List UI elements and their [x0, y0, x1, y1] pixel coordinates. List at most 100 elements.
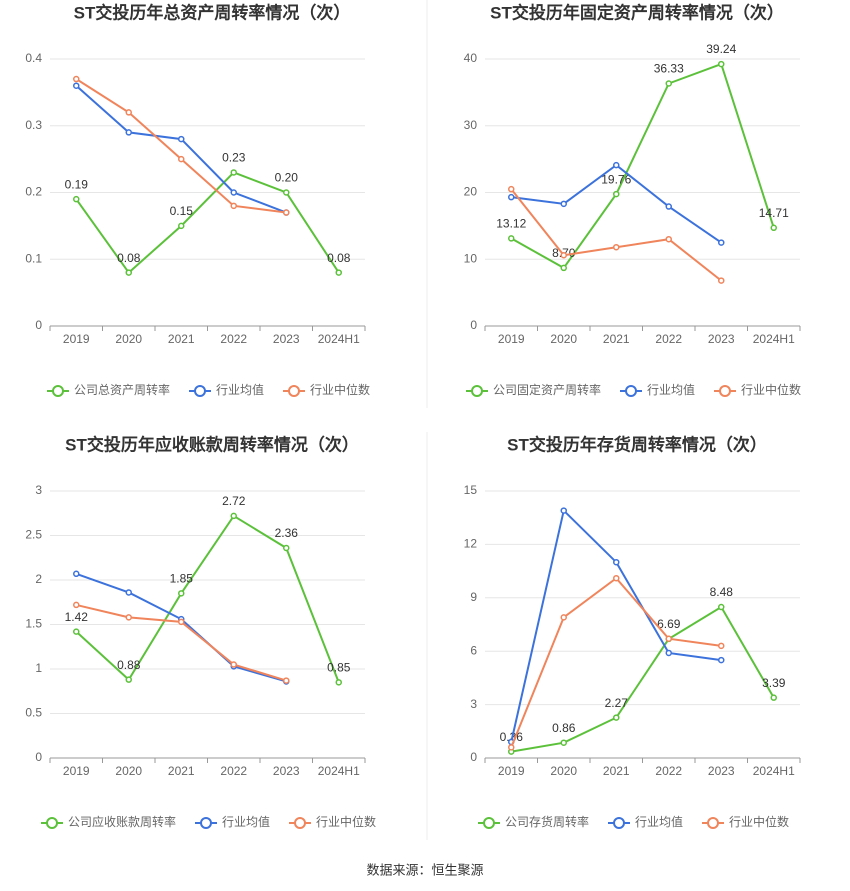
data-point	[283, 544, 290, 552]
data-point	[560, 739, 567, 746]
y-tick-label: 9	[470, 590, 477, 604]
data-label: 8.48	[710, 585, 734, 599]
data-point	[178, 590, 185, 597]
data-point	[125, 269, 132, 276]
x-tick-label: 2024H1	[318, 332, 360, 346]
data-point	[508, 185, 515, 193]
y-tick-label: 20	[464, 185, 478, 199]
legend-marker	[46, 817, 58, 829]
data-point	[718, 656, 725, 664]
legend-label: 公司总资产周转率	[74, 382, 170, 397]
data-point	[230, 202, 237, 210]
legend-marker	[288, 385, 300, 397]
legend-label: 公司存货周转率	[505, 814, 589, 829]
series-line	[75, 84, 287, 214]
chart-title: ST交投历年固定资产周转率情况（次）	[490, 2, 784, 22]
legend-label: 行业中位数	[310, 382, 370, 397]
data-point	[560, 251, 567, 259]
x-tick-label: 2023	[273, 764, 300, 778]
legend-marker	[719, 385, 731, 397]
data-label: 19.76	[601, 172, 631, 186]
data-point	[335, 269, 342, 276]
x-tick-label: 2021	[603, 332, 630, 346]
y-tick-label: 1	[35, 661, 42, 675]
legend-label: 行业中位数	[729, 814, 789, 829]
legend-label: 行业中位数	[741, 382, 801, 397]
data-point	[665, 80, 672, 87]
y-tick-label: 40	[464, 51, 478, 65]
data-point	[178, 618, 185, 626]
x-tick-label: 2022	[655, 332, 682, 346]
x-tick-label: 2020	[115, 764, 142, 778]
legend-label: 行业均值	[222, 814, 270, 829]
data-label: 6.69	[657, 617, 681, 631]
legend-label: 行业均值	[635, 814, 683, 829]
data-point	[283, 677, 290, 684]
data-point	[560, 507, 567, 514]
data-point	[125, 614, 132, 621]
x-tick-label: 2024H1	[753, 332, 795, 346]
data-point	[230, 512, 237, 520]
data-point	[178, 155, 185, 163]
data-point	[560, 200, 567, 208]
legend-label: 行业中位数	[316, 814, 376, 829]
legend-marker	[707, 817, 719, 829]
data-label: 1.85	[170, 572, 194, 586]
y-tick-label: 0.1	[25, 251, 42, 265]
legend-label: 行业均值	[216, 382, 264, 397]
data-label: 0.19	[65, 177, 89, 191]
data-point	[560, 264, 567, 272]
data-label: 2.72	[222, 494, 246, 508]
x-tick-label: 2021	[168, 332, 195, 346]
legend-marker	[52, 385, 64, 397]
data-point	[125, 129, 132, 136]
data-label: 39.24	[706, 42, 736, 56]
data-point	[283, 209, 290, 216]
chart-title: ST交投历年总资产周转率情况（次）	[74, 2, 351, 22]
data-point	[613, 161, 620, 169]
legend-marker	[194, 385, 206, 397]
x-tick-label: 2022	[655, 764, 682, 778]
data-point	[73, 82, 80, 89]
data-point	[665, 203, 672, 210]
data-point	[613, 574, 620, 582]
data-point	[230, 189, 237, 196]
y-tick-label: 6	[470, 643, 477, 657]
y-tick-label: 2	[35, 572, 42, 586]
y-tick-label: 0.4	[25, 51, 42, 65]
data-label: 0.08	[327, 251, 351, 265]
y-tick-label: 0	[470, 750, 477, 764]
chart-title: ST交投历年存货周转率情况（次）	[507, 434, 767, 454]
legend-label: 行业均值	[647, 382, 695, 397]
y-tick-label: 0	[470, 318, 477, 332]
data-label: 0.08	[117, 251, 141, 265]
data-label: 14.71	[759, 206, 789, 220]
x-tick-label: 2024H1	[753, 764, 795, 778]
data-label: 2.36	[275, 526, 299, 540]
data-label: 3.39	[762, 676, 786, 690]
data-point	[335, 679, 342, 686]
y-tick-label: 1.5	[25, 617, 42, 631]
data-point	[178, 135, 185, 143]
x-tick-label: 2019	[498, 332, 525, 346]
data-label: 36.33	[654, 62, 684, 76]
data-label: 0.20	[275, 171, 299, 185]
y-tick-label: 12	[464, 537, 478, 551]
data-point	[125, 589, 132, 596]
x-tick-label: 2019	[63, 332, 90, 346]
data-point	[718, 239, 725, 246]
data-point	[73, 75, 80, 83]
x-tick-label: 2020	[550, 332, 577, 346]
legend-label: 公司固定资产周转率	[493, 382, 601, 397]
x-tick-label: 2019	[63, 764, 90, 778]
data-point	[718, 642, 725, 650]
legend-marker	[613, 817, 625, 829]
x-tick-label: 2023	[708, 332, 735, 346]
y-tick-label: 0	[35, 750, 42, 764]
legend-marker	[294, 817, 306, 829]
x-tick-label: 2020	[550, 764, 577, 778]
y-tick-label: 0.3	[25, 118, 42, 132]
series-line	[75, 572, 287, 683]
data-point	[613, 190, 620, 198]
legend-marker	[200, 817, 212, 829]
